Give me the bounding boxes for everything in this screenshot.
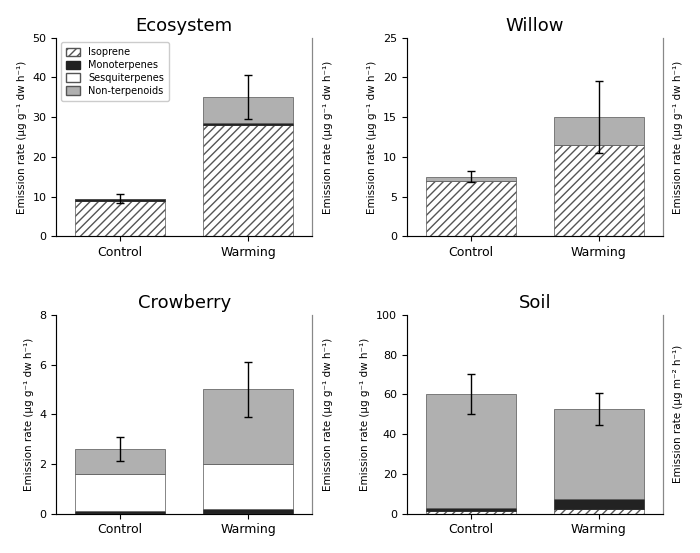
Bar xyxy=(554,145,644,237)
Bar xyxy=(426,510,516,514)
Bar xyxy=(76,200,165,201)
Bar xyxy=(426,394,516,508)
Bar xyxy=(204,464,293,509)
Y-axis label: Emission rate (μg g⁻¹ dw h⁻¹): Emission rate (μg g⁻¹ dw h⁻¹) xyxy=(323,60,332,213)
Bar xyxy=(76,201,165,237)
Y-axis label: Emission rate (μg g⁻¹ dw h⁻¹): Emission rate (μg g⁻¹ dw h⁻¹) xyxy=(360,337,370,491)
Bar xyxy=(426,181,516,237)
Bar xyxy=(76,449,165,474)
Bar xyxy=(204,389,293,464)
Y-axis label: Emission rate (μg g⁻¹ dw h⁻¹): Emission rate (μg g⁻¹ dw h⁻¹) xyxy=(673,60,683,213)
Y-axis label: Emission rate (μg g⁻¹ dw h⁻¹): Emission rate (μg g⁻¹ dw h⁻¹) xyxy=(17,60,27,213)
Bar xyxy=(76,474,165,511)
Bar xyxy=(426,177,516,181)
Y-axis label: Emission rate (μg g⁻¹ dw h⁻¹): Emission rate (μg g⁻¹ dw h⁻¹) xyxy=(323,337,332,491)
Title: Ecosystem: Ecosystem xyxy=(136,17,232,35)
Y-axis label: Emission rate (μg g⁻¹ dw h⁻¹): Emission rate (μg g⁻¹ dw h⁻¹) xyxy=(24,337,34,491)
Bar xyxy=(554,409,644,499)
Bar xyxy=(204,125,293,237)
Bar xyxy=(76,199,165,200)
Bar xyxy=(554,509,644,514)
Y-axis label: Emission rate (μg m⁻² h⁻¹): Emission rate (μg m⁻² h⁻¹) xyxy=(673,345,683,483)
Title: Willow: Willow xyxy=(505,17,564,35)
Bar xyxy=(204,97,293,123)
Bar xyxy=(204,509,293,514)
Title: Crowberry: Crowberry xyxy=(137,294,231,312)
Y-axis label: Emission rate (μg g⁻¹ dw h⁻¹): Emission rate (μg g⁻¹ dw h⁻¹) xyxy=(368,60,377,213)
Bar xyxy=(554,499,644,509)
Title: Soil: Soil xyxy=(519,294,551,312)
Bar xyxy=(426,508,516,510)
Bar xyxy=(554,117,644,145)
Bar xyxy=(76,511,165,514)
Bar xyxy=(204,123,293,125)
Legend: Isoprene, Monoterpenes, Sesquiterpenes, Non-terpenoids: Isoprene, Monoterpenes, Sesquiterpenes, … xyxy=(61,43,169,101)
